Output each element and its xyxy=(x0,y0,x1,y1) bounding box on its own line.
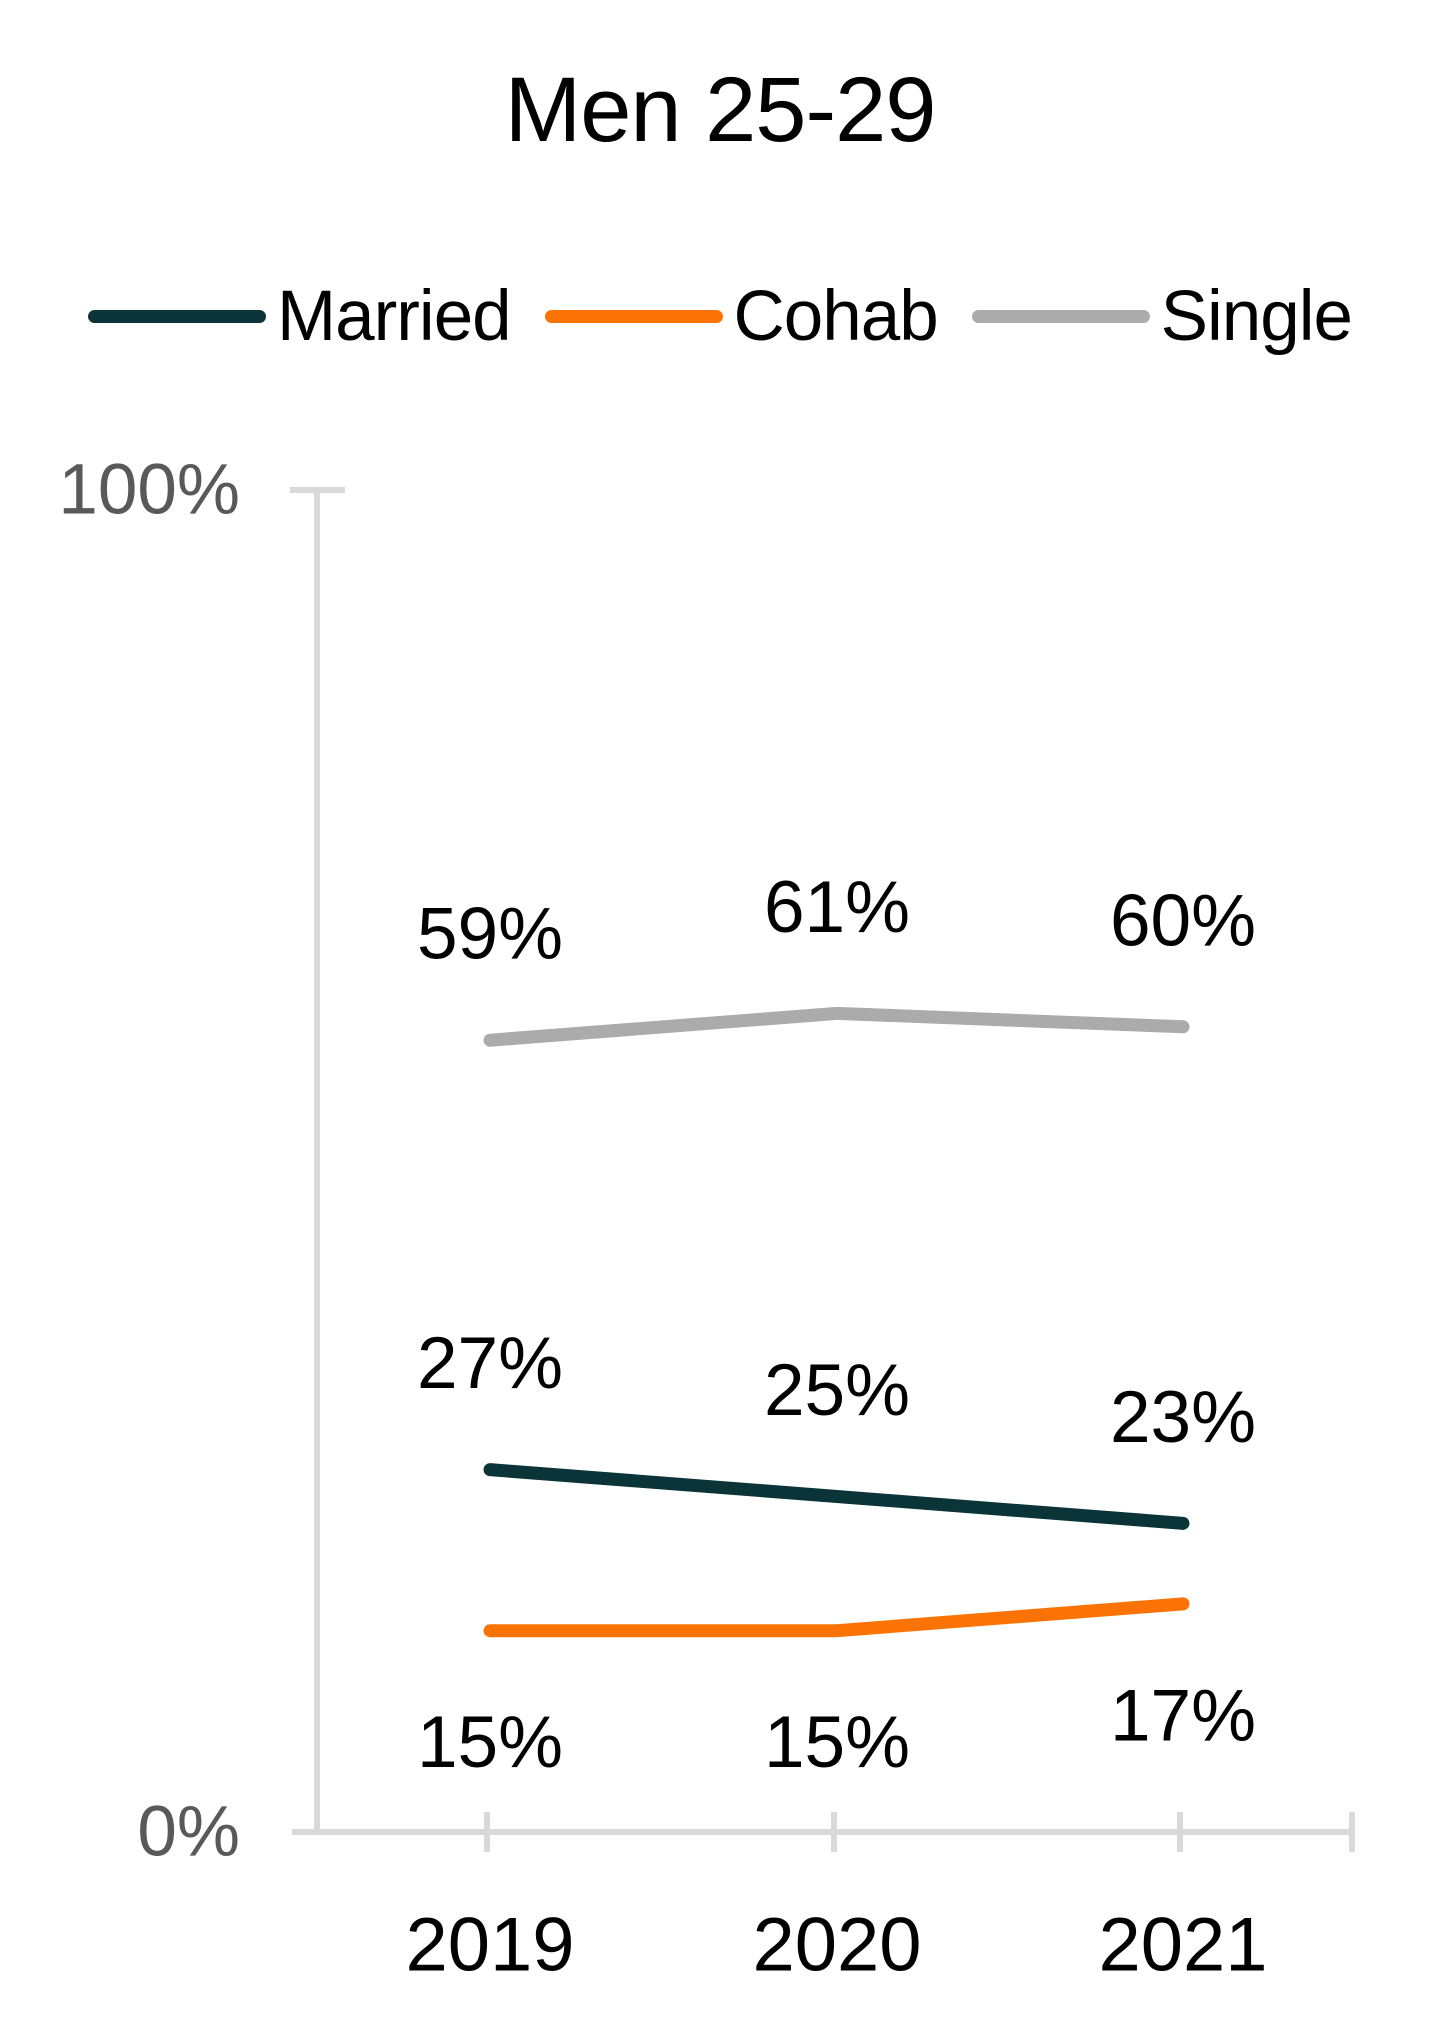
series-lines xyxy=(483,1006,1190,1638)
data-label-cohab-2020: 15% xyxy=(764,1702,910,1783)
x-axis-label-2021: 2021 xyxy=(1098,1903,1267,1988)
series-line-cohab xyxy=(483,1597,1190,1638)
data-label-married-2020: 25% xyxy=(764,1350,910,1431)
chart-title: Men 25-29 xyxy=(504,59,937,161)
legend-item-married: Married xyxy=(88,276,512,357)
x-axis-label-2019: 2019 xyxy=(405,1903,574,1988)
data-label-cohab-2019: 15% xyxy=(417,1702,563,1783)
data-label-cohab-2021: 17% xyxy=(1110,1675,1256,1756)
data-label-single-2019: 59% xyxy=(417,894,563,975)
data-labels: 27% 25% 23% 15% 15% 17% 59% 61% 60% xyxy=(417,867,1256,1783)
series-line-single xyxy=(483,1006,1190,1047)
legend: Married Cohab Single xyxy=(0,276,1440,357)
x-axis-label-2020: 2020 xyxy=(752,1903,921,1988)
data-label-single-2020: 61% xyxy=(764,867,910,948)
legend-item-single: Single xyxy=(971,276,1353,357)
legend-swatch-cohab xyxy=(544,310,723,323)
x-axis-ticks xyxy=(484,1812,1183,1852)
data-label-married-2021: 23% xyxy=(1110,1377,1256,1458)
data-label-single-2021: 60% xyxy=(1110,880,1256,961)
legend-label-married: Married xyxy=(277,277,512,356)
y-axis-label-0: 0% xyxy=(137,1793,240,1872)
series-line-married xyxy=(483,1463,1190,1530)
data-label-married-2019: 27% xyxy=(417,1323,563,1404)
x-axis-labels: 2019 2020 2021 xyxy=(405,1903,1267,1988)
legend-item-cohab: Cohab xyxy=(544,276,939,357)
legend-swatch-married xyxy=(88,310,266,323)
y-axis-label-100: 100% xyxy=(58,451,240,530)
legend-label-cohab: Cohab xyxy=(733,277,939,356)
legend-swatch-single xyxy=(971,310,1150,323)
legend-label-single: Single xyxy=(1160,277,1353,356)
